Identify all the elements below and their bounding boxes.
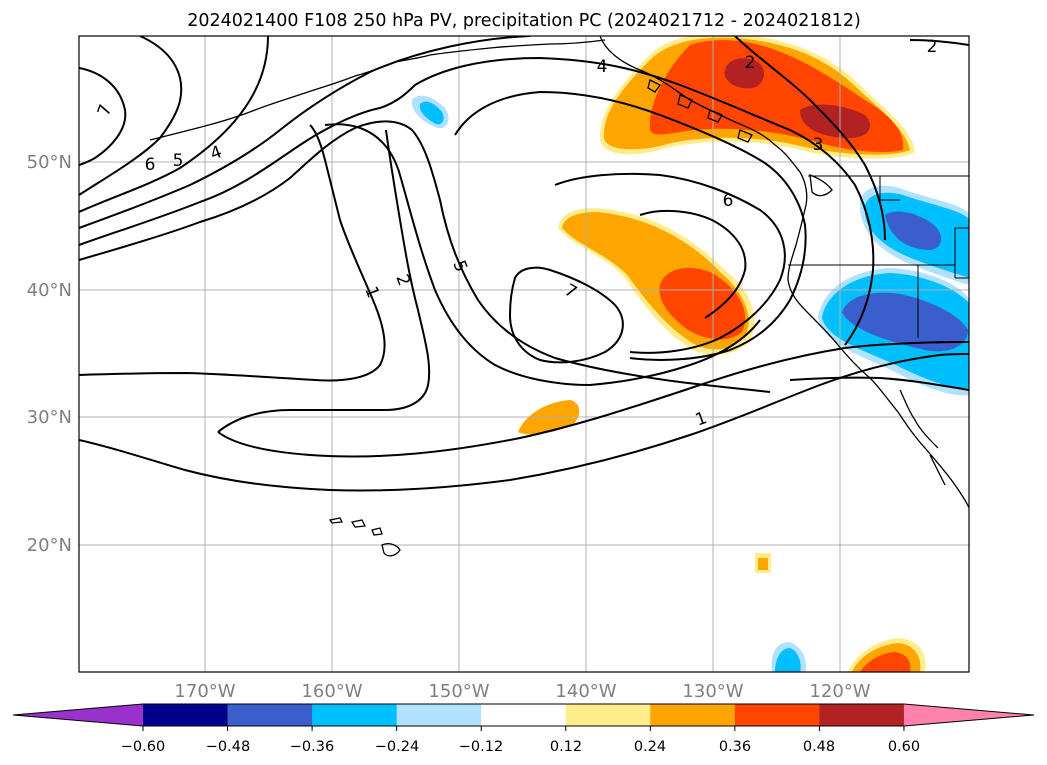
precip-bottom-red [860, 652, 911, 672]
precip-central-red [659, 267, 746, 340]
borders [788, 175, 969, 338]
contour-label-4b: 4 [597, 57, 608, 77]
lon-label-130w: 130°W [682, 681, 743, 702]
colorbar-tick-label: −0.12 [459, 739, 503, 755]
lat-label-20n: 20°N [27, 535, 72, 556]
gridlines [79, 36, 969, 672]
contour-label-3: 3 [813, 135, 824, 155]
colorbar-segment [650, 704, 736, 726]
colorbar-tick-label: −0.24 [375, 739, 419, 755]
contour-label-6b: 6 [723, 191, 734, 211]
longitude-labels: 170°W 160°W 150°W 140°W 130°W 120°W [174, 681, 870, 702]
precip-alaska-max1 [724, 58, 764, 89]
colorbar-tick-label: 0.48 [803, 739, 835, 755]
colorbar-segment [734, 704, 820, 726]
map-content: 7 6 5 4 4 2 2 3 6 5 7 2 1 1 [79, 36, 969, 672]
colorbar-tick-label: 0.36 [719, 739, 751, 755]
precip-neg-bottom [775, 648, 801, 672]
latitude-labels: 50°N 40°N 30°N 20°N [27, 152, 72, 556]
colorbar-segment [481, 704, 567, 726]
map-frame [78, 35, 970, 673]
colorbar-segment [819, 704, 905, 726]
lat-label-50n: 50°N [27, 152, 72, 173]
lon-label-140w: 140°W [555, 681, 616, 702]
colorbar-tick-label: −0.48 [206, 739, 250, 755]
lon-label-120w: 120°W [809, 681, 870, 702]
precip-neg-small [419, 101, 444, 125]
colorbar-segment [143, 704, 229, 726]
colorbar-segment [227, 704, 313, 726]
figure-title: 2024021400 F108 250 hPa PV, precipitatio… [187, 11, 861, 31]
colorbar-segment [396, 704, 482, 726]
colorbar-segment [565, 704, 651, 726]
colorbar-tick-label: 0.24 [634, 739, 666, 755]
pv-contours [79, 36, 969, 492]
colorbar-ticks: −0.60 −0.48 −0.36 −0.24 −0.12 0.12 0.24 … [121, 739, 920, 755]
colorbar-segment [312, 704, 398, 726]
lon-label-160w: 160°W [301, 681, 362, 702]
lat-label-40n: 40°N [27, 280, 72, 301]
lat-label-30n: 30°N [27, 407, 72, 428]
colorbar-tick-label: 0.60 [888, 739, 920, 755]
precip-neg-nw-dark [885, 211, 942, 250]
contour-label-2a: 2 [745, 53, 756, 73]
contour-label-2b: 2 [927, 37, 938, 57]
contour-label-5a: 5 [173, 151, 184, 171]
precip-neg-sw-dark [842, 292, 968, 352]
lon-label-170w: 170°W [174, 681, 235, 702]
colorbar-tick-label: −0.36 [290, 739, 334, 755]
precip-alaska-max2 [800, 104, 870, 138]
colorbar-extend-max [903, 704, 1034, 726]
precip-18n [758, 558, 768, 570]
colorbar-extend-min [13, 704, 143, 726]
contour-label-6a: 6 [145, 155, 156, 175]
colorbar [12, 703, 1034, 731]
lon-label-150w: 150°W [428, 681, 489, 702]
colorbar-tick-label: 0.12 [550, 739, 582, 755]
colorbar-tick-label: −0.60 [121, 739, 165, 755]
